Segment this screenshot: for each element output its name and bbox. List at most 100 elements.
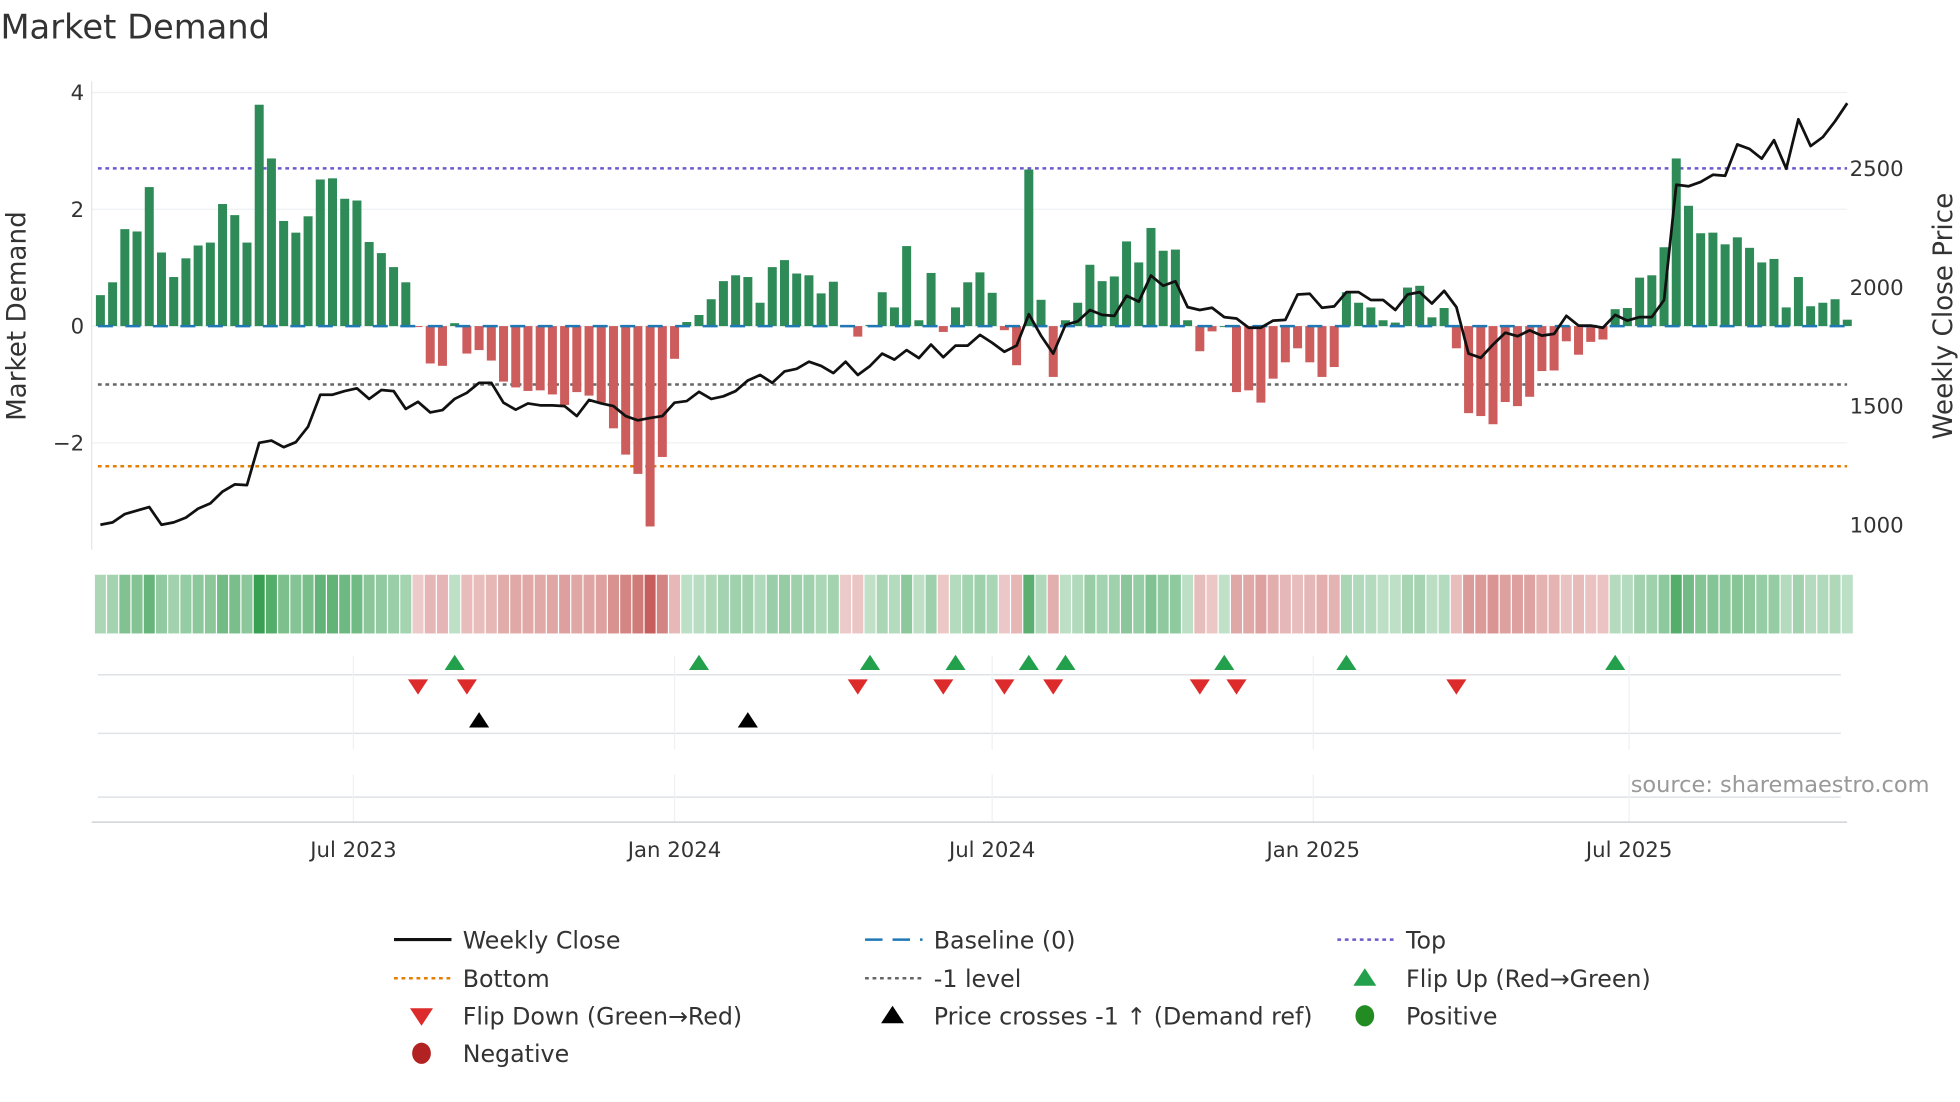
legend-item: -1 level	[865, 965, 1021, 993]
flip-up-marker	[1214, 654, 1235, 671]
heat-cell	[1340, 574, 1352, 634]
heat-cell	[852, 574, 864, 634]
demand-bar	[1757, 262, 1767, 327]
demand-bar	[474, 326, 484, 351]
heat-cell	[1279, 574, 1291, 634]
demand-bar	[657, 326, 667, 457]
demand-bar	[1256, 326, 1266, 403]
demand-bar	[1060, 320, 1070, 327]
flip-down-marker	[847, 679, 868, 695]
heat-cell	[998, 574, 1010, 634]
flip-up-marker	[1336, 654, 1357, 671]
demand-bar	[437, 326, 447, 366]
demand-bar	[315, 179, 325, 327]
heat-cell	[1499, 574, 1511, 634]
x-tick-label: Jul 2025	[1584, 838, 1672, 863]
demand-bar	[938, 326, 948, 332]
heat-cell	[94, 574, 106, 634]
demand-bar	[523, 326, 533, 391]
heat-cell	[1047, 574, 1059, 634]
heat-cell	[1695, 574, 1707, 634]
heat-cell	[1133, 574, 1145, 634]
flip-up-marker	[444, 654, 465, 671]
demand-bar	[596, 326, 606, 403]
demand-bar	[1647, 275, 1657, 327]
heat-cell	[1084, 574, 1096, 634]
legend-triangle-up-icon	[881, 1005, 905, 1024]
heat-cell	[1768, 574, 1780, 634]
demand-bar	[572, 326, 582, 393]
demand-bar	[1329, 326, 1339, 367]
heat-cell	[705, 574, 717, 634]
legend-label: Weekly Close	[463, 926, 621, 954]
legend-item: Weekly Close	[394, 926, 621, 954]
demand-bar	[266, 158, 276, 327]
demand-bar	[1439, 307, 1449, 327]
heat-cell	[815, 574, 827, 634]
heat-cell	[620, 574, 632, 634]
demand-bar	[1720, 244, 1730, 327]
heat-cell	[1157, 574, 1169, 634]
heat-cell	[1805, 574, 1817, 634]
heat-cell	[412, 574, 424, 634]
heat-cell	[241, 574, 253, 634]
demand-bar	[1207, 326, 1217, 332]
heat-cell	[1621, 574, 1633, 634]
demand-bar	[1732, 237, 1742, 327]
demand-bar	[914, 320, 924, 327]
demand-bar	[1708, 232, 1718, 327]
heat-cell	[1255, 574, 1267, 634]
heat-cell	[571, 574, 583, 634]
heat-cell	[1108, 574, 1120, 634]
heat-cell	[754, 574, 766, 634]
heat-cell	[974, 574, 986, 634]
heat-cell	[449, 574, 461, 634]
heat-cell	[632, 574, 644, 634]
demand-bar	[254, 104, 264, 327]
heat-cell	[217, 574, 229, 634]
heat-cell	[1304, 574, 1316, 634]
heat-cell	[1243, 574, 1255, 634]
heat-cell	[375, 574, 387, 634]
demand-bar	[1488, 326, 1498, 425]
legend-item: Flip Down (Green→Red)	[410, 1003, 742, 1031]
legend-label: Bottom	[463, 965, 550, 993]
demand-bar	[902, 246, 912, 327]
demand-bar	[1561, 326, 1571, 342]
legend-item: Top	[1337, 926, 1446, 954]
heat-cell	[669, 574, 681, 634]
demand-bar	[535, 326, 545, 391]
heat-cell	[485, 574, 497, 634]
heat-cell	[1450, 574, 1462, 634]
demand-bar	[1244, 326, 1254, 391]
flip-down-marker	[1043, 679, 1064, 695]
demand-bar	[486, 326, 496, 361]
demand-bar	[645, 326, 655, 527]
heat-cell	[913, 574, 925, 634]
demand-bar	[1293, 326, 1303, 349]
demand-bar	[1122, 241, 1132, 327]
heat-cell	[278, 574, 290, 634]
demand-bar	[1598, 326, 1608, 340]
heat-cell	[840, 574, 852, 634]
heat-cell	[1059, 574, 1071, 634]
heat-cell	[1121, 574, 1133, 634]
demand-bar	[95, 295, 105, 327]
heat-cell	[901, 574, 913, 634]
heat-cell	[1756, 574, 1768, 634]
legend-item: Negative	[412, 1040, 569, 1068]
demand-bar	[706, 299, 716, 327]
heat-cell	[864, 574, 876, 634]
chart-title: Market Demand	[0, 8, 270, 47]
demand-bar	[291, 232, 301, 327]
demand-bar	[1500, 326, 1510, 403]
heat-cell	[339, 574, 351, 634]
demand-bar	[1073, 302, 1083, 327]
demand-bar	[792, 273, 802, 327]
heat-cell	[876, 574, 888, 634]
demand-bar	[1464, 326, 1474, 414]
heat-cell	[742, 574, 754, 634]
flip-down-marker	[994, 679, 1015, 695]
heat-cell	[583, 574, 595, 634]
